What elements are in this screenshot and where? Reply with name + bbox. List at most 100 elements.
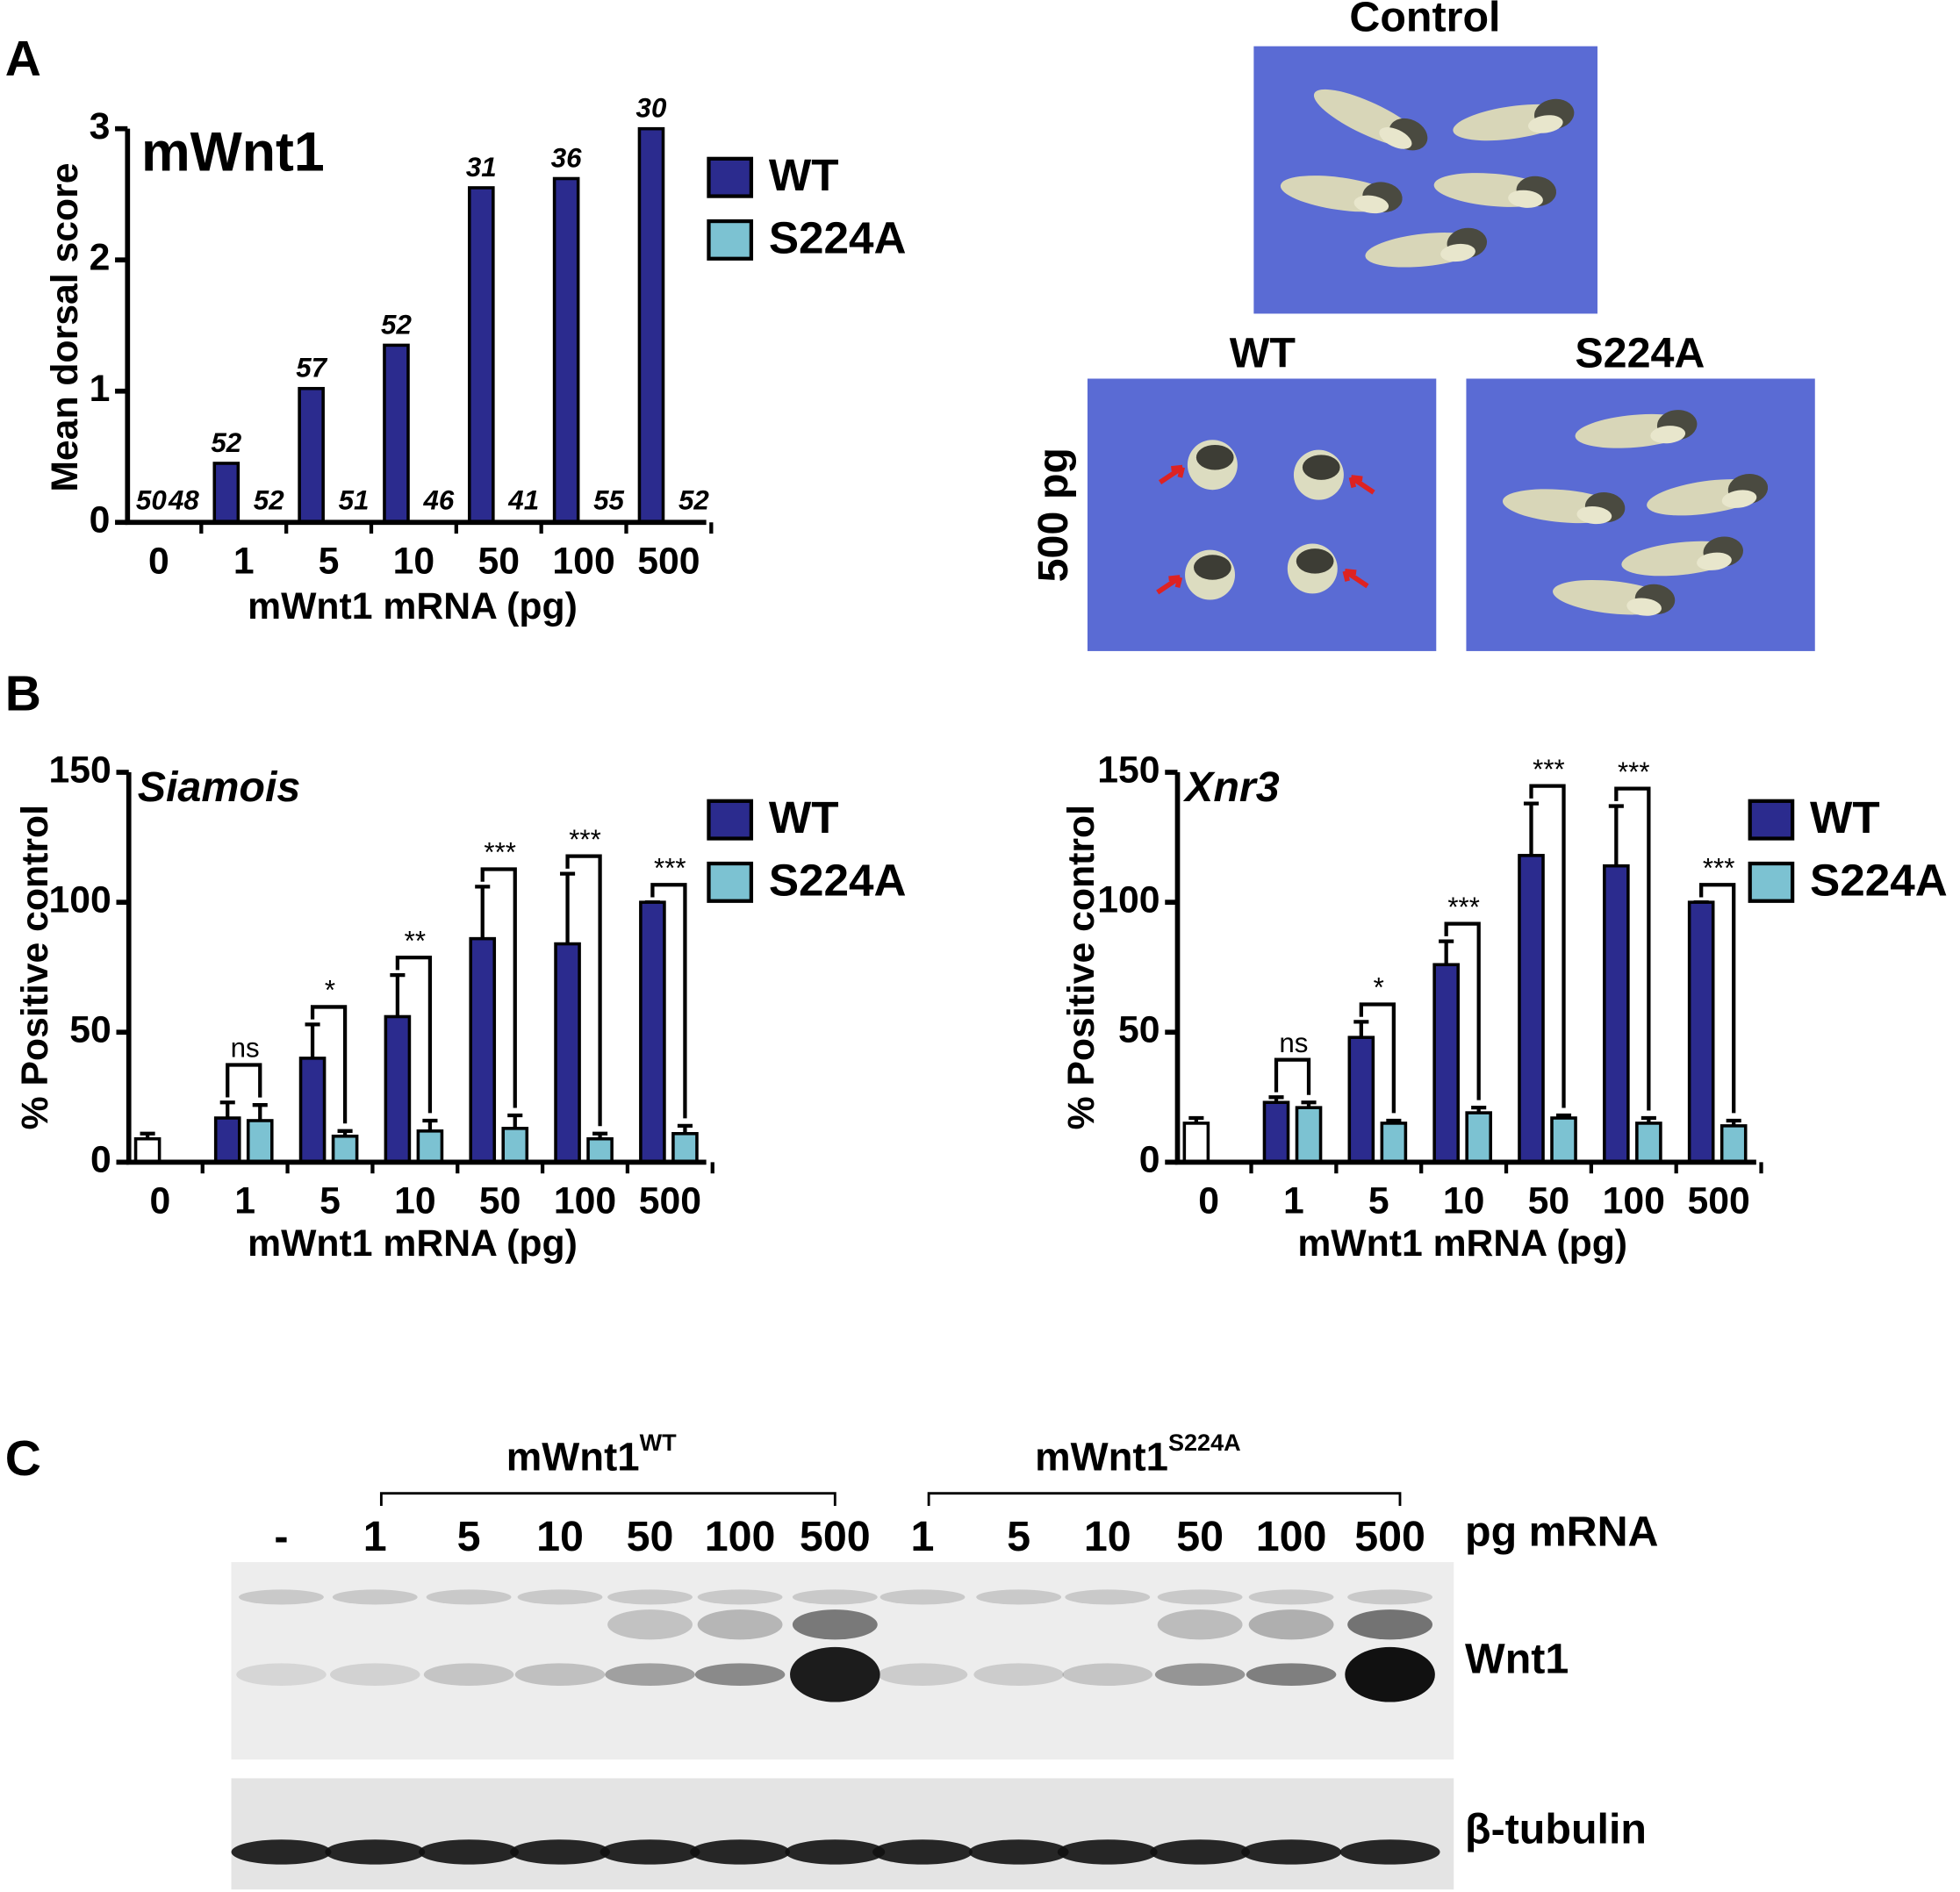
tadpole — [1553, 579, 1676, 616]
chart-title: mWnt1 — [141, 122, 325, 183]
band — [1347, 1589, 1433, 1605]
tadpole-belly — [1697, 552, 1732, 570]
significance-label: *** — [1533, 754, 1565, 785]
group-label: mWnt1S224A — [1035, 1430, 1241, 1479]
band — [792, 1589, 878, 1605]
significance-bracket — [650, 883, 687, 1119]
band — [239, 1589, 324, 1605]
tadpole — [1502, 489, 1626, 525]
n-label: 31 — [466, 152, 497, 183]
tadpole-belly — [1353, 195, 1389, 214]
bar — [637, 126, 665, 525]
x-tick-label: 0 — [149, 1180, 170, 1222]
band — [872, 1839, 973, 1865]
band — [1347, 1609, 1433, 1640]
n-label: 57 — [296, 353, 327, 383]
x-tick-label: 50 — [1528, 1180, 1570, 1222]
significance-bracket — [1614, 786, 1651, 1111]
lane-label: - — [274, 1513, 288, 1560]
tadpole — [1453, 98, 1575, 141]
lane-label: 10 — [536, 1513, 584, 1560]
band — [1057, 1839, 1158, 1865]
lane-label: 1 — [911, 1513, 935, 1560]
band — [1248, 1589, 1334, 1605]
n-label: 55 — [593, 485, 624, 516]
significance-bracket — [226, 1063, 262, 1098]
y-tick-label: 1 — [90, 368, 111, 410]
arrow — [1158, 464, 1185, 485]
n-label: 51 — [339, 485, 370, 516]
significance-label: ns — [1279, 1028, 1308, 1058]
band — [231, 1839, 332, 1865]
band — [423, 1663, 514, 1687]
x-tick-label: 1 — [1283, 1180, 1304, 1222]
tadpole — [1575, 410, 1698, 448]
bar — [298, 1057, 327, 1165]
band — [517, 1589, 603, 1605]
bar — [246, 1119, 274, 1165]
x-tick-label: 500 — [639, 1180, 701, 1222]
bar — [554, 942, 581, 1165]
group-label: mWnt1WT — [506, 1430, 677, 1479]
band — [1157, 1609, 1243, 1640]
bar — [1380, 1122, 1408, 1165]
band — [1065, 1589, 1151, 1605]
significance-label: *** — [1447, 892, 1480, 922]
significance-bracket — [1529, 784, 1566, 1108]
photo — [1087, 378, 1437, 651]
band — [968, 1839, 1069, 1865]
tadpole-belly — [1528, 115, 1563, 133]
bar — [1635, 1122, 1662, 1165]
x-tick-label: 10 — [393, 541, 435, 583]
tadpole — [1433, 173, 1557, 208]
bar — [384, 1014, 412, 1165]
significance-label: ns — [231, 1033, 260, 1064]
bar — [331, 1134, 359, 1165]
bar — [501, 1127, 529, 1165]
x-tick-label: 1 — [233, 541, 255, 583]
bands — [231, 1589, 1440, 1865]
embryo-dark — [1296, 548, 1334, 574]
x-tick-label: 5 — [1368, 1180, 1389, 1222]
tadpole-belly — [1508, 190, 1543, 208]
significance-label: *** — [484, 837, 516, 868]
band — [607, 1609, 693, 1640]
n-label: 50 — [136, 485, 167, 516]
legend-swatch — [707, 861, 754, 903]
tadpole-belly — [1379, 127, 1412, 149]
band — [790, 1646, 880, 1702]
band — [976, 1589, 1062, 1605]
bar — [1347, 1036, 1375, 1165]
western-blot: mWnt1WT mWnt1S224A pg mRNA Wnt1 β-tubuli… — [231, 1430, 1659, 1890]
x-tick-label: 0 — [148, 541, 169, 583]
panel-label: B — [5, 666, 41, 722]
band — [607, 1589, 693, 1605]
y-axis-label: % Positive control — [1060, 805, 1102, 1129]
band-label: β-tubulin — [1465, 1805, 1647, 1853]
bar — [212, 462, 241, 525]
photo-label: WT — [1230, 330, 1296, 377]
bar — [298, 386, 325, 525]
x-tick-label: 100 — [554, 1180, 616, 1222]
band — [1062, 1663, 1153, 1687]
bar — [586, 1136, 614, 1165]
arrow — [1342, 568, 1369, 589]
x-tick-label: 5 — [319, 541, 340, 583]
lane-label: 1 — [363, 1513, 387, 1560]
lane-unit: pg mRNA — [1465, 1509, 1659, 1556]
embryo-dark — [1195, 444, 1234, 470]
y-axis-label: Mean dorsal score — [44, 163, 86, 492]
bar — [1603, 864, 1630, 1165]
photo-label: 500 pg — [1030, 448, 1077, 582]
tadpole-belly — [1576, 505, 1612, 525]
bar — [133, 1136, 162, 1165]
chart-title: Siamois — [138, 763, 301, 811]
y-tick-label: 0 — [90, 499, 111, 541]
significance-label: ** — [405, 925, 426, 956]
x-axis-label: mWnt1 mRNA (pg) — [248, 585, 578, 627]
bar — [1518, 854, 1545, 1165]
n-label: 52 — [254, 485, 284, 516]
embryos — [1156, 89, 1769, 616]
x-tick-label: 500 — [637, 541, 700, 583]
